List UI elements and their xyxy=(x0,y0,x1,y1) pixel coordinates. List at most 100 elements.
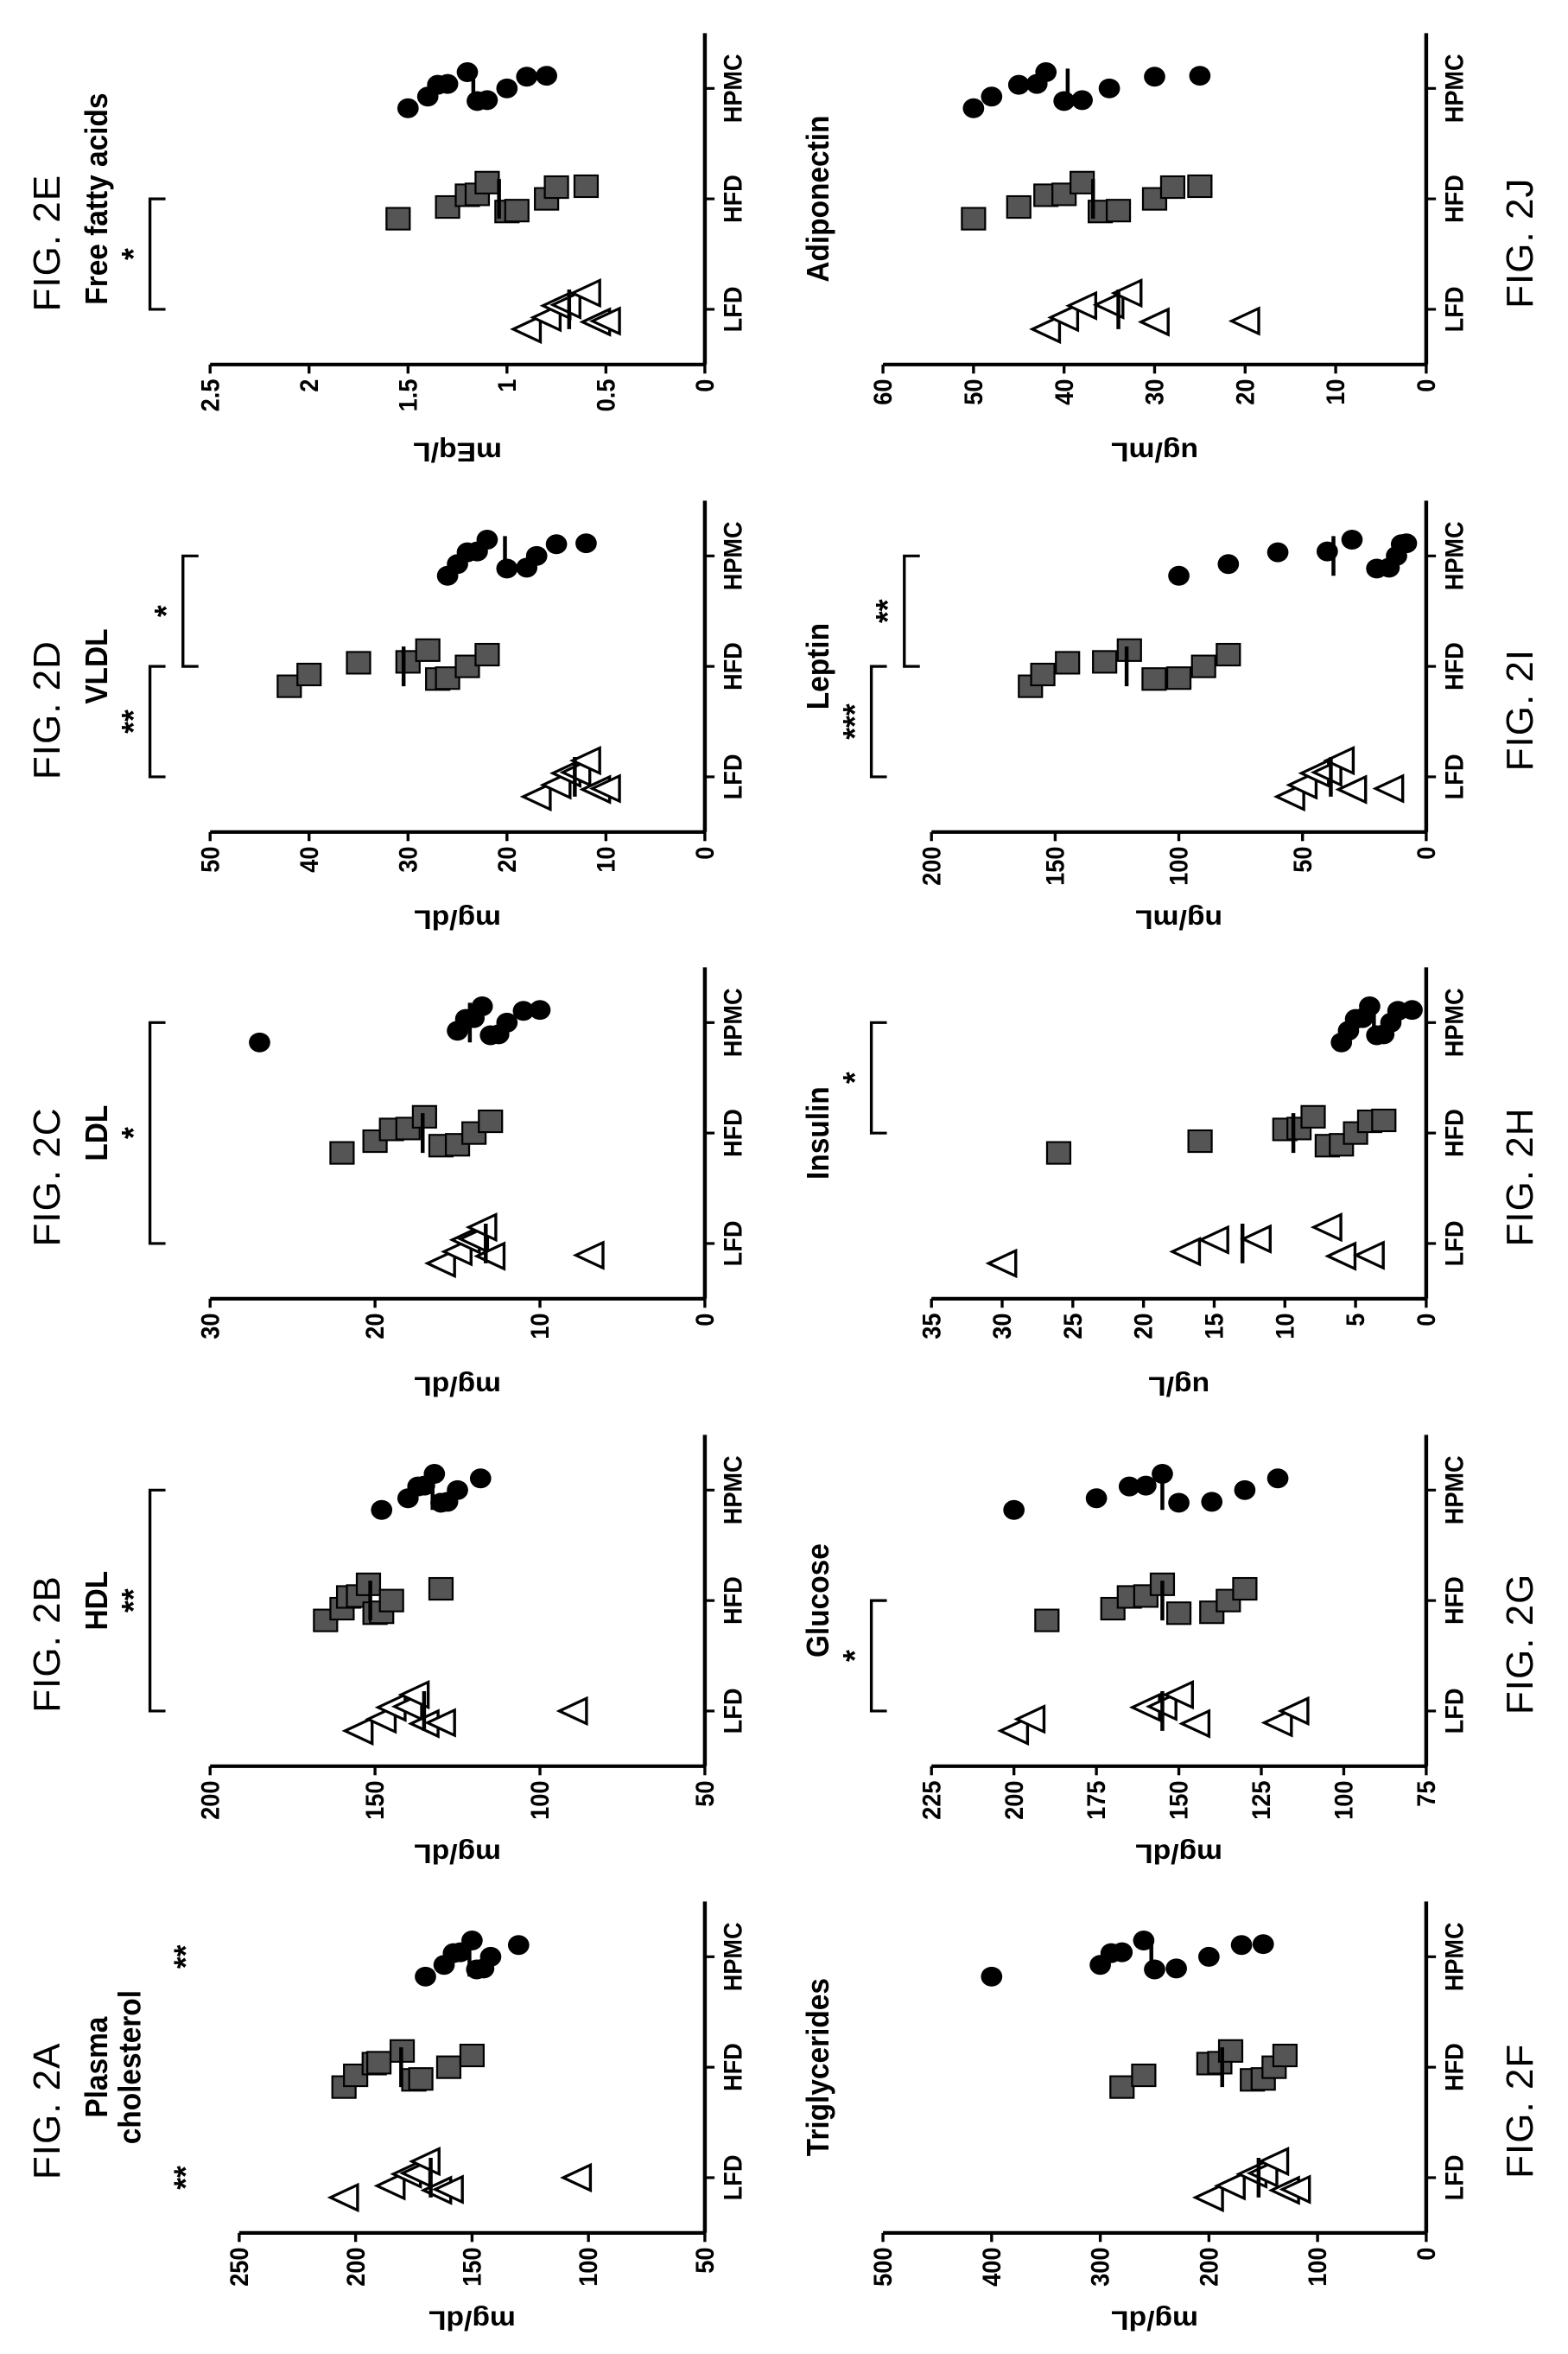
svg-text:60: 60 xyxy=(868,379,897,405)
svg-text:0: 0 xyxy=(690,846,719,859)
panel-E: FIG. 2E00.511.522.5mEq/LLFDHFDHPMCFree f… xyxy=(26,17,773,468)
figure-stage: FIG. 2A50100150200250mg/dLLFDHFDHPMCPlas… xyxy=(0,0,1568,2354)
svg-text:mg/dL: mg/dL xyxy=(414,1839,501,1869)
panel-label: FIG. 2F xyxy=(1499,1886,1542,2337)
svg-text:50: 50 xyxy=(690,2248,719,2274)
scatter-plot: 0102030405060ug/mLLFDHFDHPMCAdiponectin xyxy=(796,17,1495,468)
svg-text:150: 150 xyxy=(458,2248,486,2287)
svg-text:HFD: HFD xyxy=(1439,642,1468,690)
svg-text:200: 200 xyxy=(341,2248,370,2287)
svg-text:*: * xyxy=(835,1649,872,1661)
svg-text:25: 25 xyxy=(1058,1314,1087,1339)
panel-A: FIG. 2A50100150200250mg/dLLFDHFDHPMCPlas… xyxy=(26,1886,773,2337)
svg-text:200: 200 xyxy=(195,1780,224,1819)
svg-text:**: ** xyxy=(167,2166,203,2190)
svg-text:HPMC: HPMC xyxy=(719,1455,747,1524)
svg-text:50: 50 xyxy=(690,1780,719,1806)
svg-text:30: 30 xyxy=(195,1314,224,1339)
svg-text:mg/dL: mg/dL xyxy=(1135,1839,1222,1869)
svg-text:HPMC: HPMC xyxy=(1439,1922,1468,1991)
svg-text:2.5: 2.5 xyxy=(195,379,224,412)
svg-text:LFD: LFD xyxy=(719,1688,747,1734)
svg-text:LFD: LFD xyxy=(719,2155,747,2201)
svg-text:10: 10 xyxy=(1270,1314,1298,1339)
svg-text:20: 20 xyxy=(492,846,521,872)
panel-label: FIG. 2C xyxy=(26,951,69,1403)
panel-H: 05101520253035ug/LLFDHFDHPMCInsulin*FIG.… xyxy=(796,951,1543,1403)
svg-text:0: 0 xyxy=(1412,379,1440,392)
scatter-plot: 0102030mg/dLLFDHFDHPMCLDL* xyxy=(74,951,773,1403)
panel-D: FIG. 2D01020304050mg/dLLFDHFDHPMCVLDL*** xyxy=(26,484,773,935)
svg-text:Glucose: Glucose xyxy=(802,1543,835,1657)
svg-text:100: 100 xyxy=(1164,846,1192,885)
plot-wrap: 00.511.522.5mEq/LLFDHFDHPMCFree fatty ac… xyxy=(74,17,773,468)
plot-wrap: 0100200300400500mg/dLLFDHFDHPMCTriglycer… xyxy=(796,1886,1495,2337)
svg-text:0: 0 xyxy=(1412,846,1440,859)
svg-text:300: 300 xyxy=(1085,2248,1114,2287)
scatter-plot: 50 100 150 200 mg/dL LFD HFD HPMC HDL** xyxy=(74,1418,773,1869)
panel-I: 050100150200ng/mLLFDHFDHPMCLeptin*****FI… xyxy=(796,484,1543,935)
svg-text:125: 125 xyxy=(1247,1780,1275,1819)
panel-label: FIG. 2D xyxy=(26,484,69,935)
svg-text:***: *** xyxy=(835,703,872,739)
svg-text:mg/dL: mg/dL xyxy=(414,905,501,935)
svg-text:200: 200 xyxy=(999,1780,1027,1819)
plot-wrap: 05101520253035ug/LLFDHFDHPMCInsulin* xyxy=(796,951,1495,1403)
svg-text:HFD: HFD xyxy=(719,642,747,690)
svg-text:**: ** xyxy=(167,1944,203,1969)
svg-text:150: 150 xyxy=(1040,846,1069,885)
svg-text:100: 100 xyxy=(574,2248,602,2287)
scatter-plot: 75100125150175200225mg/dLLFDHFDHPMCGluco… xyxy=(796,1418,1495,1869)
panel-label: FIG. 2B xyxy=(26,1418,69,1869)
svg-text:15: 15 xyxy=(1199,1314,1228,1339)
plot-wrap: 0102030405060ug/mLLFDHFDHPMCAdiponectin xyxy=(796,17,1495,468)
svg-text:1.5: 1.5 xyxy=(393,379,422,412)
svg-text:HFD: HFD xyxy=(719,175,747,224)
svg-text:30: 30 xyxy=(1139,379,1168,405)
svg-text:HFD: HFD xyxy=(719,1576,747,1625)
panel-label: FIG. 2E xyxy=(26,17,69,468)
svg-text:50: 50 xyxy=(1287,846,1316,872)
svg-text:200: 200 xyxy=(917,846,945,885)
panel-label: FIG. 2G xyxy=(1499,1418,1542,1869)
svg-text:20: 20 xyxy=(1230,379,1259,405)
plot-wrap: 01020304050mg/dLLFDHFDHPMCVLDL*** xyxy=(74,484,773,935)
panel-label: FIG. 2I xyxy=(1499,484,1542,935)
svg-text:*: * xyxy=(115,248,151,260)
scatter-plot: 05101520253035ug/LLFDHFDHPMCInsulin* xyxy=(796,951,1495,1403)
panel-F: 0100200300400500mg/dLLFDHFDHPMCTriglycer… xyxy=(796,1886,1543,2337)
svg-text:20: 20 xyxy=(360,1314,389,1339)
svg-text:100: 100 xyxy=(525,1780,554,1819)
svg-text:LFD: LFD xyxy=(1439,2155,1468,2201)
svg-text:10: 10 xyxy=(1321,379,1349,405)
svg-text:Triglycerides: Triglycerides xyxy=(802,1978,835,2156)
svg-text:50: 50 xyxy=(959,379,987,405)
plot-wrap: 050100150200ng/mLLFDHFDHPMCLeptin***** xyxy=(796,484,1495,935)
svg-text:mg/dL: mg/dL xyxy=(429,2306,516,2336)
svg-text:0: 0 xyxy=(690,379,719,392)
svg-text:**: ** xyxy=(115,1587,151,1612)
svg-text:HPMC: HPMC xyxy=(719,1922,747,1991)
svg-text:HFD: HFD xyxy=(1439,1109,1468,1157)
svg-text:2: 2 xyxy=(295,379,323,392)
svg-text:**: ** xyxy=(115,709,151,733)
svg-text:HFD: HFD xyxy=(1439,1576,1468,1625)
panel-label: FIG. 2H xyxy=(1499,951,1542,1403)
svg-text:Free fatty acids: Free fatty acids xyxy=(80,93,114,305)
svg-text:150: 150 xyxy=(360,1780,389,1819)
svg-text:HFD: HFD xyxy=(719,1109,747,1157)
svg-text:225: 225 xyxy=(917,1780,945,1819)
svg-text:0.5: 0.5 xyxy=(592,379,620,412)
svg-text:**: ** xyxy=(868,599,905,623)
svg-text:HPMC: HPMC xyxy=(719,521,747,590)
svg-text:cholesterol: cholesterol xyxy=(113,1990,147,2144)
svg-text:mEq/L: mEq/L xyxy=(413,437,502,468)
svg-text:HFD: HFD xyxy=(1439,2043,1468,2091)
svg-text:0: 0 xyxy=(1412,1314,1440,1327)
scatter-plot: 50100150200250mg/dLLFDHFDHPMCPlasmachole… xyxy=(74,1886,773,2337)
svg-text:Leptin: Leptin xyxy=(802,623,835,709)
svg-text:35: 35 xyxy=(917,1314,945,1339)
svg-text:30: 30 xyxy=(393,846,422,872)
svg-text:HDL: HDL xyxy=(80,1570,114,1630)
panel-grid: FIG. 2A50100150200250mg/dLLFDHFDHPMCPlas… xyxy=(0,0,1568,2354)
